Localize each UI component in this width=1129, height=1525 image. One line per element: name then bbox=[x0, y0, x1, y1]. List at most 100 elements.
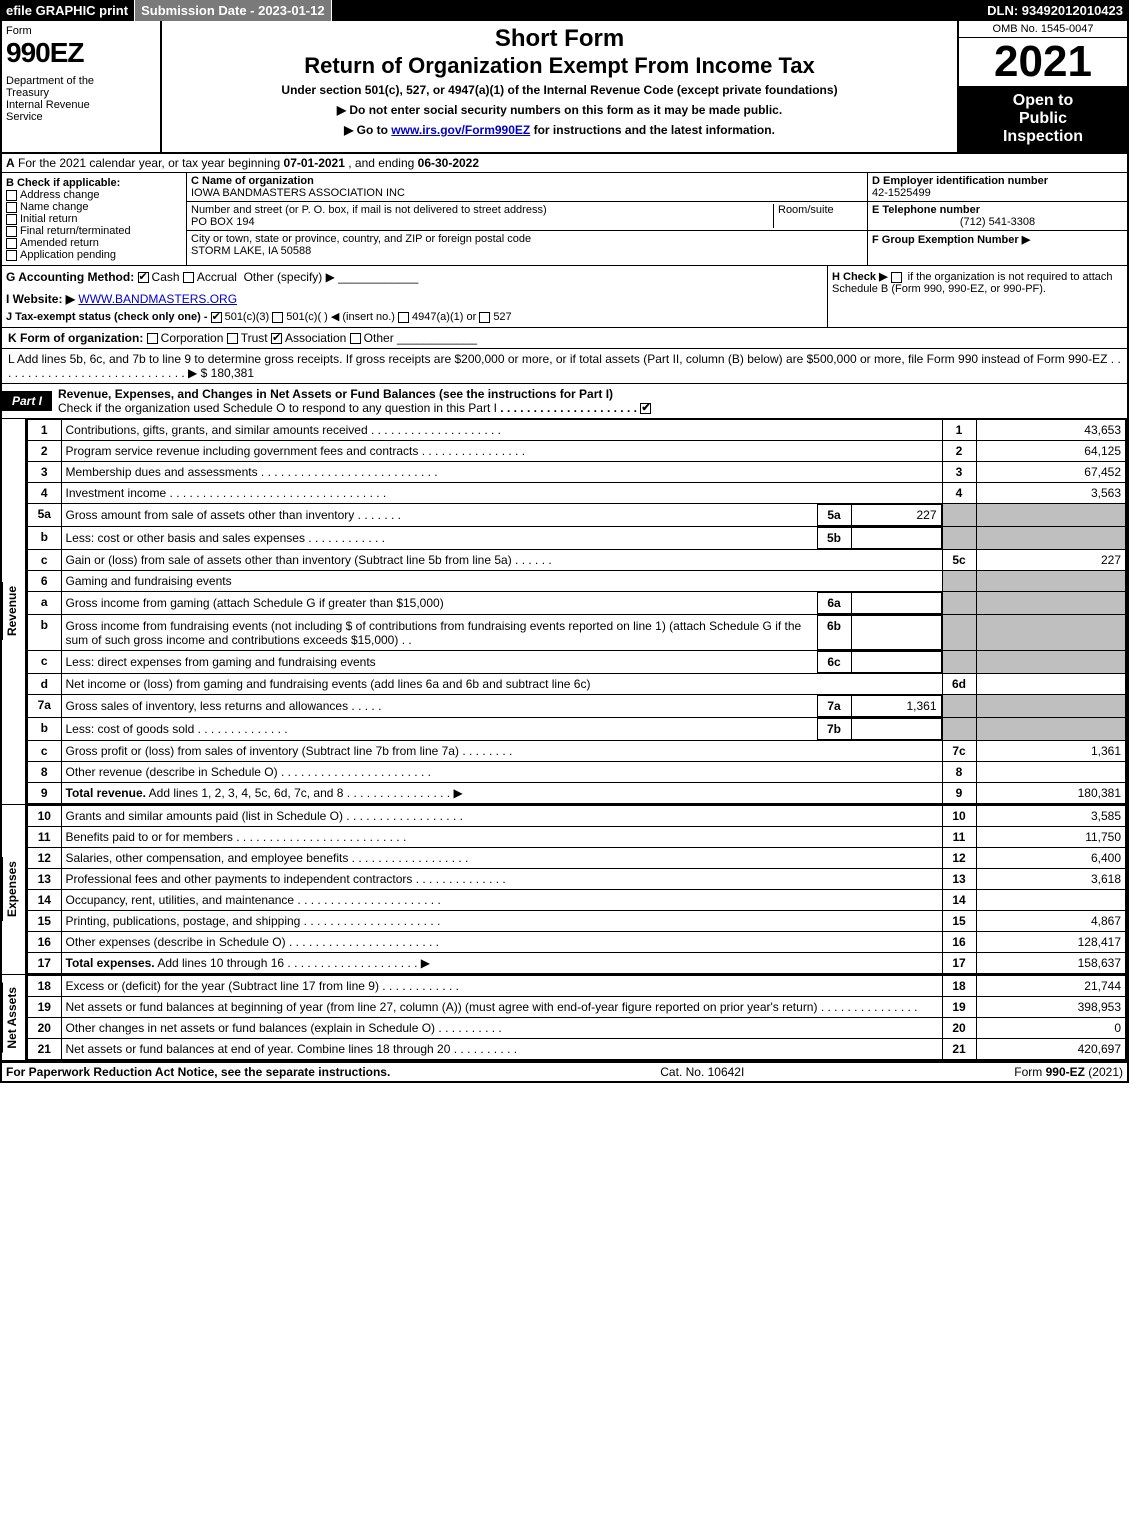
netassets-group: Net Assets 18Excess or (deficit) for the… bbox=[0, 974, 1129, 1062]
chk-address[interactable] bbox=[6, 190, 17, 201]
l-text: L Add lines 5b, 6c, and 7b to line 9 to … bbox=[8, 352, 1107, 366]
opt-final: Final return/terminated bbox=[20, 225, 131, 237]
chk-501c[interactable] bbox=[272, 312, 283, 323]
addr-label: Number and street (or P. O. box, if mail… bbox=[191, 204, 547, 216]
j-label: J Tax-exempt status (check only one) - bbox=[6, 311, 211, 323]
part1-title: Revenue, Expenses, and Changes in Net As… bbox=[58, 387, 613, 401]
line-19: 19Net assets or fund balances at beginni… bbox=[27, 997, 1126, 1018]
chk-name[interactable] bbox=[6, 202, 17, 213]
ein-value: 42-1525499 bbox=[872, 187, 931, 199]
f-label: F Group Exemption Number ▶ bbox=[872, 234, 1030, 246]
room-suite: Room/suite bbox=[773, 204, 863, 228]
chk-corp[interactable] bbox=[147, 333, 158, 344]
website-link[interactable]: WWW.BANDMASTERS.ORG bbox=[78, 292, 237, 306]
line-3: 3Membership dues and assessments . . . .… bbox=[27, 462, 1126, 483]
city-label: City or town, state or province, country… bbox=[191, 233, 531, 245]
irs-link[interactable]: www.irs.gov/Form990EZ bbox=[391, 123, 530, 137]
chk-schedule-b[interactable] bbox=[891, 272, 902, 283]
opt-501c3: 501(c)(3) bbox=[225, 311, 270, 323]
row-l: L Add lines 5b, 6c, and 7b to line 9 to … bbox=[0, 349, 1129, 384]
chk-cash[interactable] bbox=[138, 272, 149, 283]
omb-number: OMB No. 1545-0047 bbox=[959, 21, 1127, 38]
line-13: 13Professional fees and other payments t… bbox=[27, 869, 1126, 890]
city-value: STORM LAKE, IA 50588 bbox=[191, 245, 311, 257]
opt-other: Other (specify) ▶ bbox=[244, 270, 335, 284]
k-label: K Form of organization: bbox=[8, 331, 143, 345]
opt-assoc: Association bbox=[285, 331, 346, 345]
chk-amended[interactable] bbox=[6, 238, 17, 249]
department-label: Department of theTreasuryInternal Revenu… bbox=[6, 75, 156, 123]
efile-label: efile GRAPHIC print bbox=[0, 0, 135, 21]
chk-501c3[interactable] bbox=[211, 312, 222, 323]
opt-other-org: Other bbox=[364, 331, 394, 345]
chk-other-org[interactable] bbox=[350, 333, 361, 344]
part1-tab: Part I bbox=[2, 391, 52, 411]
opt-accrual: Accrual bbox=[197, 270, 237, 284]
d-label: D Employer identification number bbox=[872, 175, 1048, 187]
line-21: 21Net assets or fund balances at end of … bbox=[27, 1039, 1126, 1060]
chk-final[interactable] bbox=[6, 226, 17, 237]
opt-trust: Trust bbox=[241, 331, 268, 345]
goto-note: ▶ Go to www.irs.gov/Form990EZ for instru… bbox=[166, 123, 953, 137]
row-g-h: G Accounting Method: Cash Accrual Other … bbox=[0, 266, 1129, 328]
line-6a: aGross income from gaming (attach Schedu… bbox=[27, 592, 1126, 615]
opt-501c: 501(c)( ) ◀ (insert no.) bbox=[286, 311, 395, 323]
org-name: IOWA BANDMASTERS ASSOCIATION INC bbox=[191, 187, 405, 199]
line-10: 10Grants and similar amounts paid (list … bbox=[27, 806, 1126, 827]
line-7b: bLess: cost of goods sold . . . . . . . … bbox=[27, 718, 1126, 741]
line-5a: 5aGross amount from sale of assets other… bbox=[27, 504, 1126, 527]
addr-value: PO BOX 194 bbox=[191, 216, 255, 228]
form-label: Form bbox=[6, 25, 156, 37]
line-14: 14Occupancy, rent, utilities, and mainte… bbox=[27, 890, 1126, 911]
chk-initial[interactable] bbox=[6, 214, 17, 225]
revenue-group: Revenue 1Contributions, gifts, grants, a… bbox=[0, 419, 1129, 804]
open-inspection: Open toPublicInspection bbox=[959, 86, 1127, 152]
form-header: Form 990EZ Department of theTreasuryInte… bbox=[0, 21, 1129, 154]
l-arrow: ▶ $ bbox=[188, 366, 207, 380]
line-8: 8Other revenue (describe in Schedule O) … bbox=[27, 762, 1126, 783]
row-k: K Form of organization: Corporation Trus… bbox=[0, 328, 1129, 349]
opt-address-change: Address change bbox=[20, 189, 100, 201]
line-2: 2Program service revenue including gover… bbox=[27, 441, 1126, 462]
revenue-label: Revenue bbox=[2, 582, 25, 640]
chk-assoc[interactable] bbox=[271, 333, 282, 344]
opt-527: 527 bbox=[493, 311, 511, 323]
chk-527[interactable] bbox=[479, 312, 490, 323]
form-number: 990EZ bbox=[6, 37, 156, 69]
page-footer: For Paperwork Reduction Act Notice, see … bbox=[0, 1062, 1129, 1083]
chk-pending[interactable] bbox=[6, 250, 17, 261]
line-5c: cGain or (loss) from sale of assets othe… bbox=[27, 550, 1126, 571]
tax-end: 06-30-2022 bbox=[418, 156, 479, 170]
chk-accrual[interactable] bbox=[183, 272, 194, 283]
opt-amended: Amended return bbox=[20, 237, 99, 249]
line-11: 11Benefits paid to or for members . . . … bbox=[27, 827, 1126, 848]
arrow-9: ▶ bbox=[453, 786, 462, 800]
footer-catno: Cat. No. 10642I bbox=[660, 1065, 744, 1079]
row-a-taxyear: A For the 2021 calendar year, or tax yea… bbox=[0, 154, 1129, 173]
line-1: 1Contributions, gifts, grants, and simil… bbox=[27, 420, 1126, 441]
tax-year: 2021 bbox=[959, 38, 1127, 86]
g-label: G Accounting Method: bbox=[6, 270, 134, 284]
submission-date: Submission Date - 2023-01-12 bbox=[135, 0, 332, 21]
footer-left: For Paperwork Reduction Act Notice, see … bbox=[6, 1065, 390, 1079]
chk-4947[interactable] bbox=[398, 312, 409, 323]
line-12: 12Salaries, other compensation, and empl… bbox=[27, 848, 1126, 869]
phone-value: (712) 541-3308 bbox=[872, 216, 1123, 228]
section-b-to-f: B Check if applicable: Address change Na… bbox=[0, 173, 1129, 266]
line-16: 16Other expenses (describe in Schedule O… bbox=[27, 932, 1126, 953]
title-short-form: Short Form bbox=[166, 25, 953, 53]
part1-header: Part I Revenue, Expenses, and Changes in… bbox=[0, 384, 1129, 419]
chk-trust[interactable] bbox=[227, 333, 238, 344]
line-7a: 7aGross sales of inventory, less returns… bbox=[27, 695, 1126, 718]
chk-schedule-o[interactable] bbox=[640, 403, 651, 414]
l-value: 180,381 bbox=[211, 366, 254, 380]
line-6d: dNet income or (loss) from gaming and fu… bbox=[27, 674, 1126, 695]
line-4: 4Investment income . . . . . . . . . . .… bbox=[27, 483, 1126, 504]
line-9: 9Total revenue. Add lines 1, 2, 3, 4, 5c… bbox=[27, 783, 1126, 804]
h-label: H Check ▶ bbox=[832, 271, 891, 283]
tax-begin: 07-01-2021 bbox=[284, 156, 345, 170]
subtitle: Under section 501(c), 527, or 4947(a)(1)… bbox=[166, 83, 953, 97]
line-6c: cLess: direct expenses from gaming and f… bbox=[27, 651, 1126, 674]
opt-cash: Cash bbox=[152, 270, 180, 284]
arrow-17: ▶ bbox=[421, 956, 430, 970]
